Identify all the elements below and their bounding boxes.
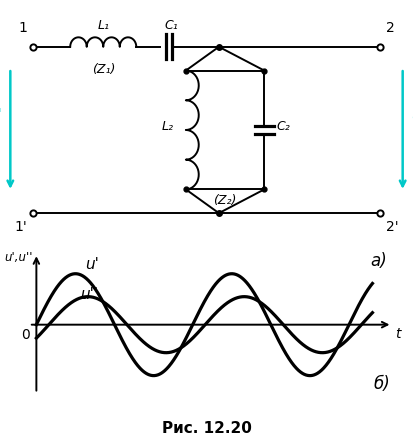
Text: а): а) bbox=[370, 252, 387, 270]
Text: 2': 2' bbox=[386, 220, 399, 234]
Text: 0: 0 bbox=[21, 328, 30, 342]
Text: u'': u'' bbox=[411, 109, 413, 124]
Text: u': u' bbox=[0, 109, 2, 124]
Text: (Z₂): (Z₂) bbox=[214, 194, 237, 207]
Text: б): б) bbox=[373, 375, 390, 393]
Text: u',u'': u',u'' bbox=[4, 251, 33, 264]
Text: 1: 1 bbox=[18, 21, 27, 35]
Text: u'': u'' bbox=[81, 287, 99, 302]
Text: L₂: L₂ bbox=[161, 120, 173, 133]
Text: u': u' bbox=[85, 257, 99, 271]
Text: 2: 2 bbox=[386, 21, 395, 35]
Text: (Z₁): (Z₁) bbox=[92, 63, 115, 76]
Text: t: t bbox=[395, 327, 400, 341]
Text: Рис. 12.20: Рис. 12.20 bbox=[161, 422, 252, 436]
Text: C₂: C₂ bbox=[276, 120, 290, 133]
Text: L₁: L₁ bbox=[97, 19, 109, 32]
Text: C₁: C₁ bbox=[164, 19, 178, 32]
Text: 1': 1' bbox=[14, 220, 27, 234]
